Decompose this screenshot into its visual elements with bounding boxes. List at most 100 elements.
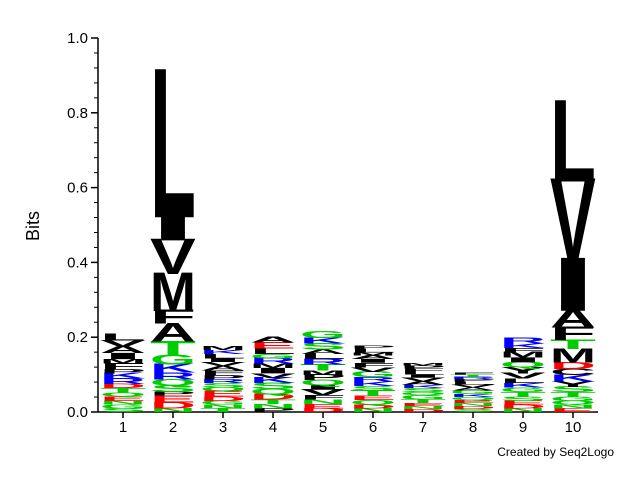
logo-letter-N: N [200, 403, 246, 409]
logo-letter-F: F [450, 373, 496, 376]
logo-letter-S: S [100, 407, 146, 413]
logo-letter-D: D [100, 382, 146, 390]
logo-letter-N: N [550, 403, 596, 409]
logo-letter-I: I [350, 358, 396, 364]
logo-letter-K: K [200, 349, 246, 355]
logo-letter-M: M [200, 345, 246, 351]
logo-letter-Q: Q [100, 391, 146, 397]
logo-letter-L: L [200, 352, 246, 359]
logo-letter-N: N [100, 400, 146, 406]
logo-letter-S: S [250, 381, 296, 391]
logo-letter-I: I [500, 356, 546, 364]
x-tick-label: 9 [519, 419, 527, 436]
logo-letter-E: E [350, 394, 396, 401]
logo-letter-N: N [150, 407, 196, 413]
logo-letter-I: I [300, 384, 346, 392]
logo-letter-V: V [200, 361, 247, 367]
logo-letter-D: D [250, 392, 296, 401]
logo-letter-K: K [250, 376, 296, 385]
logo-letter-R: R [200, 378, 246, 384]
logo-letter-S: S [300, 341, 346, 351]
logo-letter-G: G [350, 370, 396, 379]
logo-letter-G: G [200, 400, 246, 406]
logo-letter-D: D [500, 403, 546, 409]
x-tick-label: 2 [169, 419, 177, 436]
logo-letter-F: F [500, 346, 546, 353]
logo-letter-D: D [450, 405, 496, 410]
logo-letter-F: F [150, 305, 196, 328]
logo-letter-L: L [550, 76, 596, 207]
y-tick-label: 0.6 [67, 180, 88, 197]
logo-letter-R: R [450, 376, 496, 380]
y-tick-label: 1.0 [67, 30, 88, 47]
logo-letter-I: I [100, 351, 146, 361]
logo-letter-T: T [550, 337, 596, 352]
y-axis-label: Bits [23, 211, 43, 241]
logo-letter-T: T [150, 336, 196, 359]
logo-letter-K: K [500, 342, 546, 350]
logo-letter-E: E [250, 341, 296, 351]
logo-letter-I: I [200, 357, 246, 363]
logo-letter-N: N [350, 407, 396, 413]
logo-letter-M: M [250, 362, 296, 370]
logo-letter-D: D [150, 400, 196, 410]
logo-letter-T: T [350, 389, 396, 398]
logo-letter-K: K [500, 381, 546, 389]
logo-letter-E: E [200, 390, 246, 399]
x-tick-label: 3 [219, 419, 227, 436]
logo-letter-A: A [250, 335, 296, 344]
logo-letter-A: A [350, 354, 396, 360]
logo-letter-G: G [250, 352, 296, 360]
logo-letter-M: M [100, 358, 146, 366]
logo-letter-F: F [200, 369, 246, 376]
logo-letter-V: V [350, 366, 396, 374]
logo-letter-F: F [300, 393, 346, 400]
logo-letter-S: S [350, 385, 396, 392]
x-tick-label: 7 [419, 419, 427, 436]
logo-letter-I: I [150, 202, 196, 249]
logo-letter-Q: Q [400, 391, 446, 396]
logo-letter-I: I [400, 374, 446, 379]
y-tick-label: 0.2 [67, 329, 88, 346]
logo-letter-R: R [150, 370, 196, 381]
logo-letter-F: F [350, 361, 396, 368]
x-tick-label: 10 [565, 419, 582, 436]
logo-letter-N: N [400, 405, 446, 410]
logo-letter-K: K [300, 336, 346, 345]
logo-letter-I: I [250, 366, 296, 375]
logo-letter-P: P [150, 391, 196, 397]
logo-letter-E: E [500, 400, 546, 406]
logo-letter-P: P [200, 373, 246, 380]
logo-letter-F: F [550, 322, 596, 344]
logo-letter-F: F [100, 362, 146, 371]
logo-letter-D: D [550, 360, 596, 371]
logo-letter-T: T [300, 362, 346, 372]
logo-letter-P: P [250, 407, 296, 413]
logo-letter-Q: Q [200, 386, 246, 392]
logo-letter-A: A [150, 318, 196, 348]
logo-letter-S: S [450, 408, 496, 413]
logo-letter-A: A [200, 364, 246, 372]
logo-letter-Q: Q [450, 396, 496, 401]
logo-letter-A: A [100, 344, 146, 355]
y-axis-ticks: 0.0 0.2 0.4 0.6 0.8 1.0 [67, 30, 98, 421]
logo-letter-P: P [300, 373, 346, 382]
logo-letter-D: D [300, 407, 346, 413]
logo-letter-Q: Q [350, 399, 396, 407]
logo-letter-V: V [150, 228, 196, 285]
logo-letter-A: A [450, 386, 496, 391]
logo-letter-T: T [550, 390, 596, 397]
logo-letter-V: V [550, 153, 596, 287]
logo-letter-G: G [300, 329, 346, 340]
logo-letter-G: G [100, 403, 146, 409]
logo-letter-N: N [500, 407, 546, 413]
x-tick-label: 4 [269, 419, 277, 436]
logo-letter-E: E [300, 402, 346, 409]
logo-letter-D: D [400, 408, 446, 413]
